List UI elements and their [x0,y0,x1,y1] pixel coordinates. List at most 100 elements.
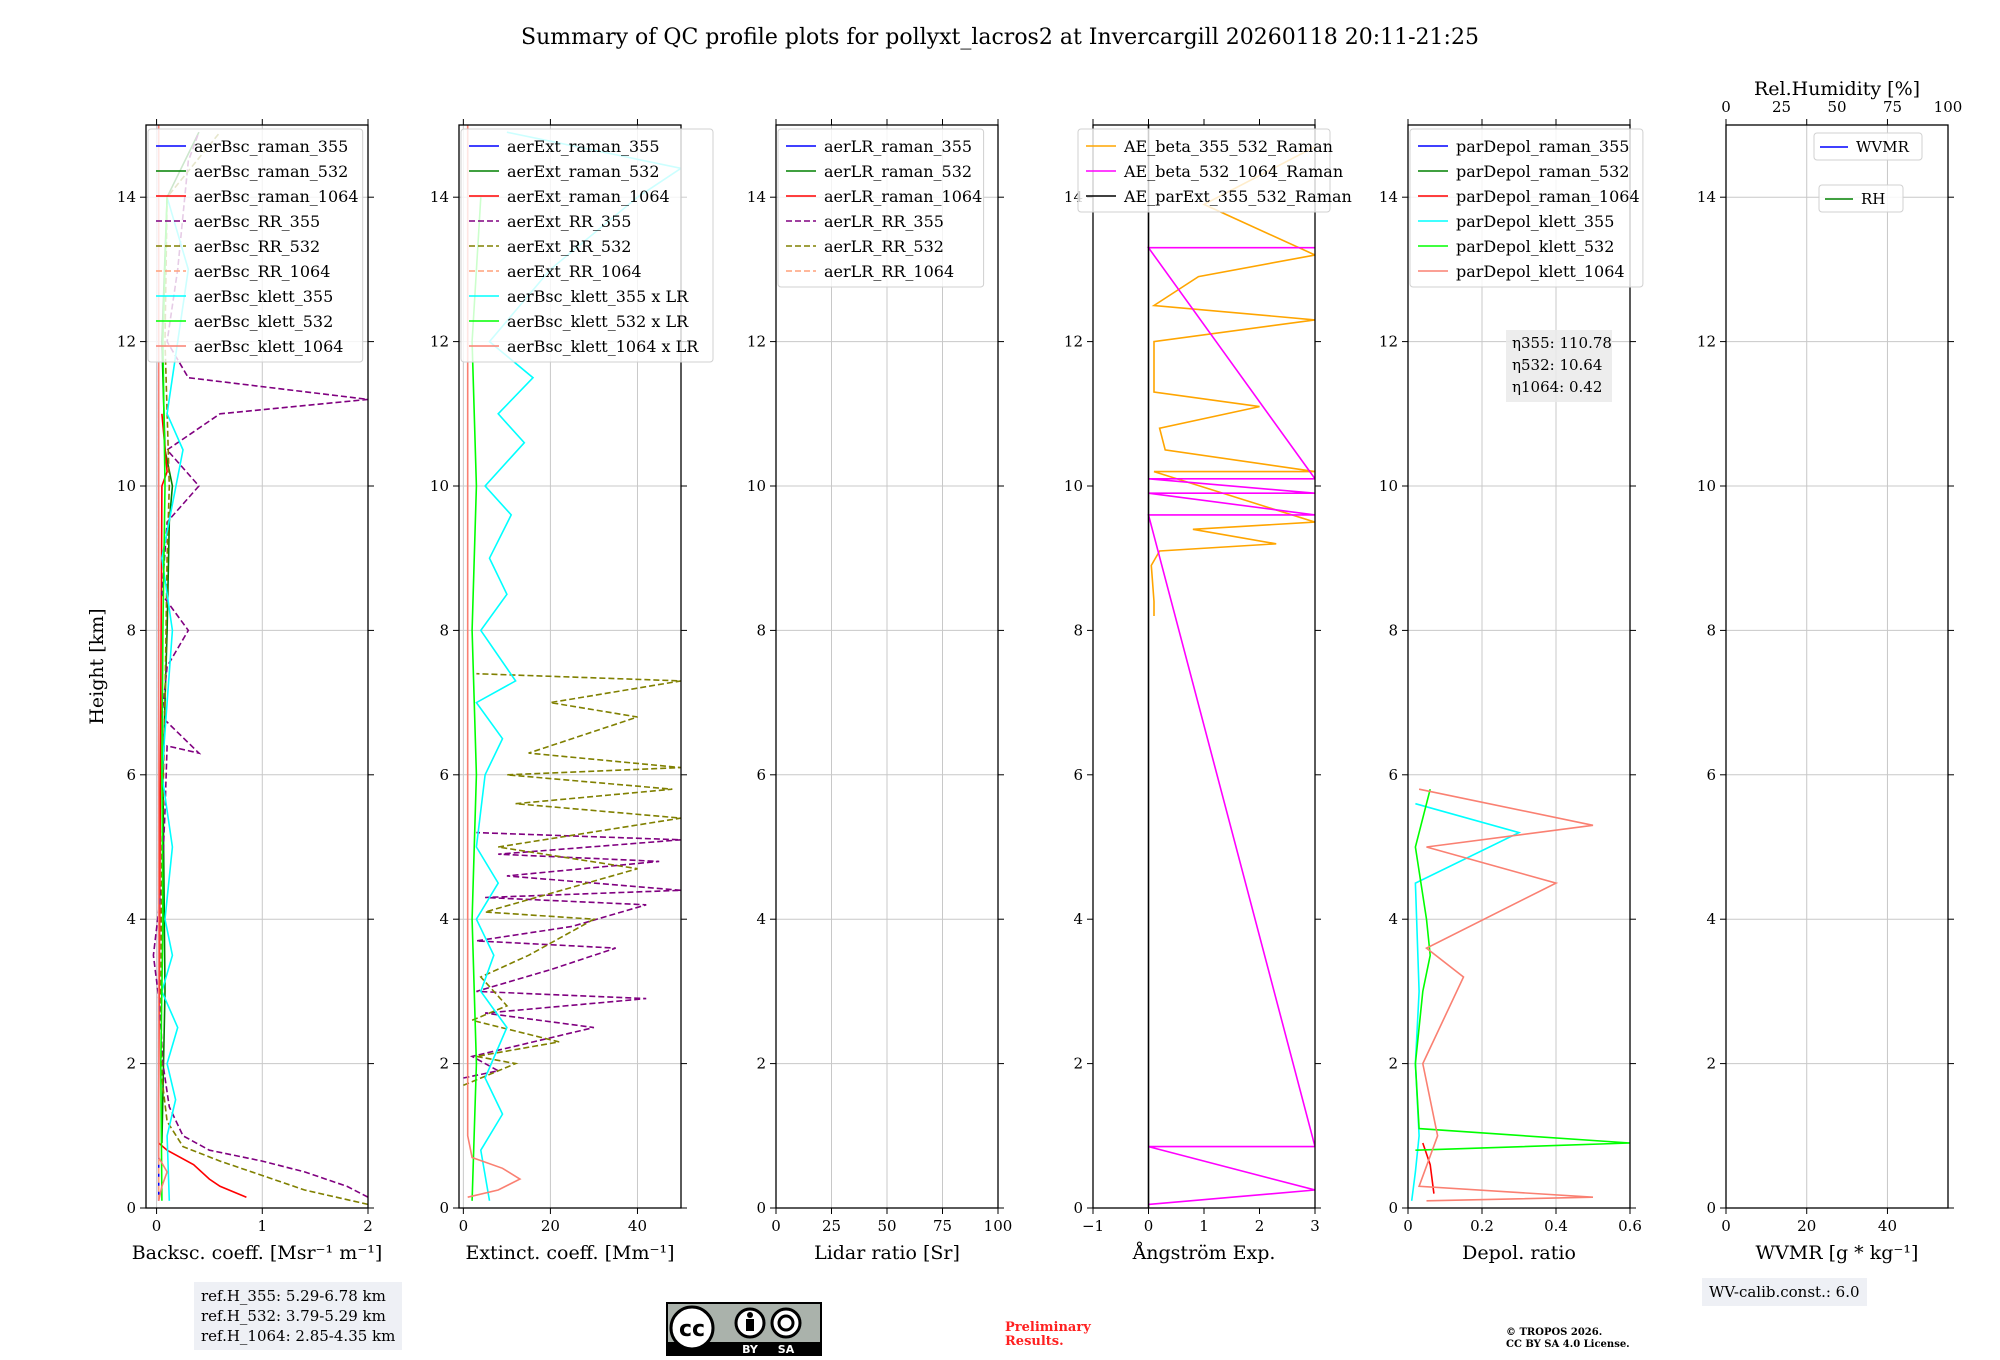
y-tick-label: 2 [439,1055,449,1073]
x-tick-label: 20 [541,1217,560,1235]
legend-box [777,128,985,288]
series-group [1146,125,1315,1208]
y-tick-label: 6 [1706,766,1716,784]
y-tick-label: 2 [1706,1055,1716,1073]
series-line-AE_beta_355_532_Raman [1150,145,1315,616]
series-line-aerExt_RR_532 [463,672,681,1087]
series-line-aerBsc_RR_532 [159,131,368,1206]
y-tick-label: 4 [1388,910,1398,928]
series-line-aerBsc_klett_355 [161,196,190,1201]
axes-frame [458,124,682,1209]
y-tick-label: 8 [439,621,449,639]
panel-lidar_ratio: 0 25 50 75 100 0 2 4 6 8 10 12 14 Lidar ratio [Sr] aer… [747,119,1012,1264]
series-line-aerBsc_klett_1064 x LR [466,125,522,1198]
y-tick-label: 10 [1064,477,1083,495]
ref-height-532: ref.H_532: 3.79-5.29 km [201,1307,386,1325]
legend-box [1818,184,1904,213]
legend-label: aerLR_raman_532 [824,162,972,181]
y-tick-label: 8 [126,621,136,639]
legend-label: aerBsc_klett_355 x LR [507,287,689,306]
y-tick-label: 10 [747,477,766,495]
y-tick-label: 2 [126,1055,136,1073]
legend-label: AE_parExt_355_532_Raman [1123,187,1352,206]
y-tick-label: 14 [117,188,136,206]
ref-height-1064: ref.H_1064: 2.85-4.35 km [201,1327,396,1345]
x-tick-label: 1 [1199,1217,1209,1235]
series-line-parDepol_klett_532 [1414,789,1630,1151]
cc-icon [669,1305,715,1351]
legend-label: aerExt_RR_532 [507,237,631,256]
copyright-line-2: CC BY SA 4.0 License. [1506,1339,1630,1350]
legend-label: aerBsc_klett_1064 [194,337,343,356]
legend-label: aerExt_raman_532 [507,162,660,181]
wv-calibration-constant: WV-calib.const.: 6.0 [1709,1283,1860,1301]
y-tick-label: 14 [1379,188,1398,206]
wv-calibration-box: WV-calib.const.: 6.0 [1702,1278,1867,1306]
y-tick-label: 0 [126,1199,136,1217]
copyright-note: © TROPOS 2026. CC BY SA 4.0 License. [1506,1327,1630,1351]
y-tick-label: 8 [756,621,766,639]
series-line-aerBsc_RR_355 [152,131,368,1198]
y-tick-label: 0 [1388,1199,1398,1217]
top-tick-label: 0 [1721,98,1731,116]
panel-depol: 0 0.2 0.4 0.6 0 2 4 6 8 10 12 14 Depol. ratio parDepo… [1379,119,1644,1264]
x-tick-label: 1 [258,1217,268,1235]
legend-box [1077,128,1331,213]
legend-label: aerBsc_klett_532 x LR [507,312,689,331]
legend-label: parDepol_raman_532 [1456,162,1629,181]
legend-box [147,128,364,363]
x-tick-label: 0 [1721,1217,1731,1235]
panel-extinction: 0 20 40 0 2 4 6 8 10 12 14 Extinct. coeff. [Mm⁻¹] ae… [430,119,714,1264]
panel-wvmr: 0 20 40 0 2 4 6 8 10 12 14 WVMR [g * kg⁻¹] Rel.Humid… [1697,78,1962,1264]
top-axis-label: Rel.Humidity [%] [1754,78,1920,100]
y-tick-label: 2 [1073,1055,1083,1073]
x-tick-label: −1 [1082,1217,1104,1235]
legend-label: aerExt_RR_355 [507,212,631,231]
series-line-aerBsc_raman_1064 [157,413,247,1198]
y-tick-label: 10 [1379,477,1398,495]
legend-label: aerLR_raman_355 [824,137,972,156]
x-tick-label: 3 [1310,1217,1320,1235]
legend-box [460,128,714,363]
y-tick-label: 8 [1706,621,1716,639]
series-line-aerExt_RR_355 [463,831,681,1079]
legend-label: aerLR_RR_355 [824,212,944,231]
x-axis-label: Backsc. coeff. [Msr⁻¹ m⁻¹] [132,1242,383,1264]
eta-annotation-box [1506,330,1612,402]
legend-label: AE_beta_532_1064_Raman [1123,162,1343,181]
y-tick-label: 14 [430,188,449,206]
x-tick-label: 2 [1255,1217,1265,1235]
x-tick-label: 0 [771,1217,781,1235]
y-tick-label: 4 [756,910,766,928]
y-tick-label: 0 [1706,1199,1716,1217]
legend-label: WVMR [1856,138,1910,156]
x-tick-label: 0 [459,1217,469,1235]
y-tick-label: 6 [756,766,766,784]
y-tick-label: 12 [1379,333,1398,351]
top-tick-label: 75 [1883,98,1902,116]
y-tick-label: 8 [1073,621,1083,639]
x-axis-label: Ångström Exp. [1132,1242,1276,1264]
x-axis-label: Lidar ratio [Sr] [814,1242,960,1264]
x-axis-label: Extinct. coeff. [Mm⁻¹] [465,1242,674,1264]
axes-frame [1725,124,1949,1209]
y-tick-label: 6 [439,766,449,784]
series-line-AE_beta_532_1064_Raman [1146,246,1315,1206]
legend-label: aerLR_raman_1064 [824,187,982,206]
legend-label: parDepol_raman_1064 [1456,187,1640,206]
x-tick-label: 0 [152,1217,162,1235]
x-tick-label: 2 [363,1217,373,1235]
eta-annotation: η355: 110.78 [1512,334,1612,352]
legend-label: aerBsc_raman_1064 [194,187,359,206]
x-tick-label: 40 [1878,1217,1897,1235]
y-tick-label: 0 [756,1199,766,1217]
x-tick-label: 100 [984,1217,1013,1235]
legend-label: aerLR_RR_1064 [824,262,954,281]
series-line-aerBsc_klett_532 x LR [471,197,482,1201]
y-tick-label: 4 [1706,910,1716,928]
legend-label: aerBsc_klett_532 [194,312,333,331]
legend-box [1409,128,1644,288]
legend-label: aerExt_raman_355 [507,137,660,156]
